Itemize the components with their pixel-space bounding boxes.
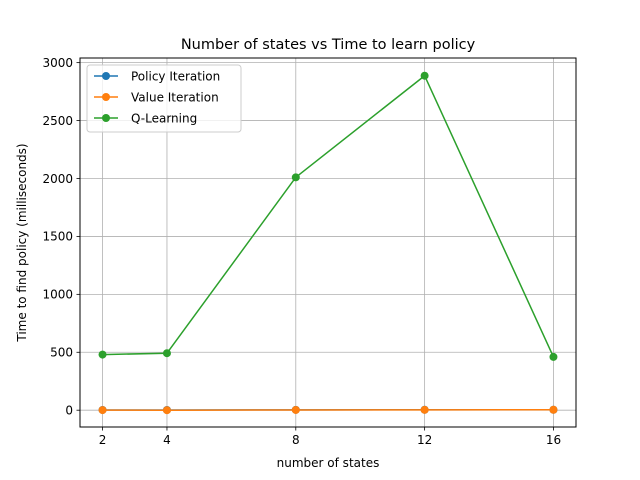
axis-ticks: 2 4 8 12 16 0 500 1000 1500 2000 2500 3000 xyxy=(42,56,561,447)
y-tick-label-3000: 3000 xyxy=(42,56,73,70)
data-point-q-learning-16 xyxy=(549,352,558,361)
data-point-q-learning-2 xyxy=(98,350,107,359)
legend-marker-policy-iteration xyxy=(102,72,110,80)
x-tick-label-16: 16 xyxy=(546,433,561,447)
plot-frame xyxy=(79,57,577,428)
series-q-learning xyxy=(98,71,558,361)
legend-marker-q-learning xyxy=(102,114,110,122)
data-point-q-learning-12 xyxy=(420,71,429,80)
data-point-q-learning-8 xyxy=(291,173,300,182)
x-tick-label-4: 4 xyxy=(163,433,171,447)
data-point-value-iteration-12 xyxy=(420,405,429,414)
data-point-q-learning-4 xyxy=(162,349,171,358)
series-value-iteration xyxy=(98,405,558,415)
y-axis-label: Time to find policy (milliseconds) xyxy=(15,143,29,342)
grid xyxy=(80,58,576,427)
y-tick-label-1000: 1000 xyxy=(42,288,73,302)
x-tick-label-8: 8 xyxy=(292,433,300,447)
data-point-value-iteration-8 xyxy=(291,405,300,414)
legend-label-policy-iteration: Policy Iteration xyxy=(131,70,220,84)
y-tick-label-2500: 2500 xyxy=(42,114,73,128)
y-tick-label-2000: 2000 xyxy=(42,172,73,186)
x-tick-label-12: 12 xyxy=(417,433,432,447)
data-point-value-iteration-4 xyxy=(162,406,171,415)
legend-label-value-iteration: Value Iteration xyxy=(131,91,219,105)
legend-marker-value-iteration xyxy=(102,93,110,101)
legend-label-q-learning: Q-Learning xyxy=(131,112,197,126)
x-tick-label-2: 2 xyxy=(99,433,107,447)
data-point-value-iteration-16 xyxy=(549,405,558,414)
series-group xyxy=(98,71,558,415)
legend: Policy Iteration Value Iteration Q-Learn… xyxy=(86,64,242,133)
x-axis-label: number of states xyxy=(277,456,380,470)
y-tick-label-0: 0 xyxy=(65,404,73,418)
data-point-value-iteration-2 xyxy=(98,406,107,415)
legend-box xyxy=(86,64,242,133)
y-tick-label-1500: 1500 xyxy=(42,230,73,244)
y-tick-label-500: 500 xyxy=(50,346,73,360)
chart-title: Number of states vs Time to learn policy xyxy=(181,37,476,53)
